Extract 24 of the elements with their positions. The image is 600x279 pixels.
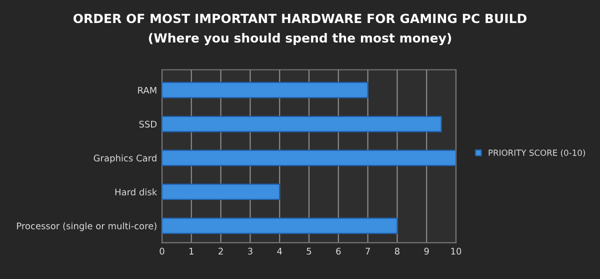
x-tick-label: 5 (306, 248, 312, 255)
x-tick-label: 4 (277, 248, 282, 254)
x-tick-label: 1 (190, 248, 194, 254)
x-tick-label: 3 (248, 248, 252, 255)
bar (162, 150, 456, 166)
x-tick-label: 2 (218, 248, 223, 254)
y-tick-label: Hard disk (115, 188, 158, 196)
y-tick-label: Graphics Card (94, 154, 156, 164)
legend-label: PRIORITY SCORE (0-10) (488, 149, 585, 157)
x-tick-label: 7 (366, 248, 370, 254)
chart-title: ORDER OF MOST IMPORTANT HARDWARE FOR GAMING PC BUILD (73, 14, 526, 24)
x-tick-label: 0 (160, 248, 164, 255)
bar (162, 116, 442, 132)
x-tick-label: 10 (451, 248, 462, 255)
y-tick-label: Processor (single or multi-core) (17, 222, 156, 232)
x-tick-label: 6 (336, 248, 341, 255)
x-tick-label: 9 (424, 248, 429, 255)
chart-subtitle: (Where you should spend the most money) (148, 32, 452, 46)
x-tick-label: 8 (394, 248, 400, 255)
bar (162, 184, 280, 200)
bar (162, 218, 398, 234)
bar (162, 82, 368, 98)
y-tick-label: SSD (139, 120, 157, 128)
y-tick-label: RAM (138, 86, 156, 94)
